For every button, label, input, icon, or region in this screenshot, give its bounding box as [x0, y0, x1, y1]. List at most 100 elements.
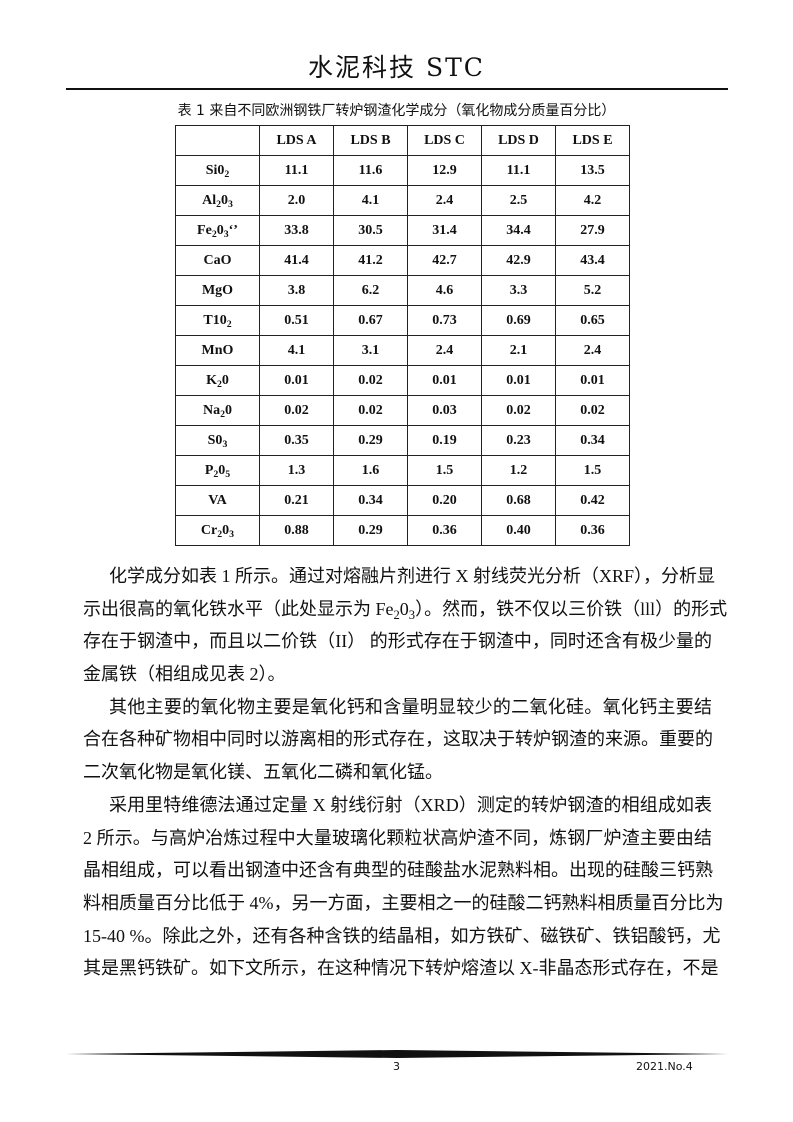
footer-rule: [66, 1050, 728, 1058]
text-segment: 采用里特维德法通过定量 X 射线衍射（XRD）测定的转炉钢渣的相组成如表: [109, 794, 712, 815]
column-header: LDS A: [259, 125, 334, 156]
corner-cell: [175, 125, 260, 156]
value-cell: 0.02: [333, 365, 408, 396]
value-cell: 0.23: [481, 425, 556, 456]
text-segment: Si0: [205, 162, 225, 178]
value-cell: 0.40: [481, 515, 556, 546]
value-cell: 2.4: [407, 335, 482, 366]
value-cell: 2.0: [259, 185, 334, 216]
value-cell: 0.01: [407, 365, 482, 396]
text-line: 金属铁（相组成见表 2）。: [83, 658, 712, 691]
text-segment: 0: [221, 372, 229, 388]
journal-title: 水泥科技 STC: [308, 53, 485, 82]
row-label: Al203: [175, 185, 260, 216]
table-row: Al203 2.0 4.1 2.4 2.5 4.2: [175, 185, 630, 216]
text-segment: 0: [218, 462, 226, 478]
text-line: 晶相组成，可以看出钢渣中还含有典型的硅酸盐水泥熟料相。出现的硅酸三钙熟: [83, 854, 713, 887]
text-line: 其是黑钙铁矿。如下文所示，在这种情况下转炉熔渣以 X-非晶态形式存在，不是: [83, 952, 719, 985]
value-cell: 0.34: [555, 425, 630, 456]
value-cell: 0.36: [407, 515, 482, 546]
value-cell: 31.4: [407, 215, 482, 246]
subscript: 2: [393, 607, 400, 622]
text-line: 15-40 %。除此之外，还有各种含铁的结晶相，如方铁矿、磁铁矿、铁铝酸钙，尤: [83, 920, 721, 953]
value-cell: 2.4: [407, 185, 482, 216]
text-segment: 合在各种矿物相中同时以游离相的形式存在，这取决于转炉钢渣的来源。重要的: [83, 729, 713, 750]
row-label: CaO: [175, 245, 260, 276]
value-cell: 2.4: [555, 335, 630, 366]
value-cell: 0.68: [481, 485, 556, 516]
table-row: MgO 3.8 6.2 4.6 3.3 5.2: [175, 275, 630, 306]
value-cell: 0.01: [555, 365, 630, 396]
body-text: 化学成分如表 1 所示。通过对熔融片剂进行 X 射线荧光分析（XRF），分析显示…: [83, 560, 727, 985]
value-cell: 1.2: [481, 455, 556, 486]
column-header: LDS C: [407, 125, 482, 156]
value-cell: 0.73: [407, 305, 482, 336]
text-segment: MnO: [201, 342, 234, 358]
text-segment: 料相质量百分比低于 4%，另一方面，主要相之一的硅酸二钙熟料相质量百分比为: [83, 892, 724, 913]
text-line: 存在于钢渣中，而且以二价铁（II） 的形式存在于钢渣中，同时还含有极少量的: [83, 625, 712, 658]
header-rule: [66, 88, 728, 90]
value-cell: 0.69: [481, 305, 556, 336]
table-row: Fe203‘’ 33.8 30.5 31.4 34.4 27.9: [175, 215, 630, 246]
text-segment: 化学成分如表 1 所示。通过对熔融片剂进行 X 射线荧光分析（XRF），分析显: [109, 566, 716, 586]
value-cell: 0.02: [555, 395, 630, 426]
table-row: S03 0.35 0.29 0.19 0.23 0.34: [175, 425, 630, 456]
issue-label: 2021.No.4: [636, 1060, 693, 1073]
value-cell: 0.02: [333, 395, 408, 426]
table-header-row: LDS A LDS B LDS C LDS D LDS E: [175, 125, 630, 156]
value-cell: 30.5: [333, 215, 408, 246]
subscript: 3: [408, 607, 416, 622]
paragraph: 采用里特维德法通过定量 X 射线衍射（XRD）测定的转炉钢渣的相组成如表 2 所示…: [83, 789, 724, 985]
subscript: 3: [228, 198, 233, 210]
text-line: 其他主要的氧化物主要是氧化钙和含量明显较少的二氧化硅。氧化钙主要结: [83, 691, 712, 724]
value-cell: 43.4: [555, 245, 630, 276]
subscript: 2: [213, 468, 219, 480]
value-cell: 2.5: [481, 185, 556, 216]
row-label: Si02: [175, 155, 260, 186]
value-cell: 0.01: [481, 365, 556, 396]
value-cell: 0.34: [333, 485, 408, 516]
text-segment: K: [206, 372, 217, 388]
text-segment: S0: [207, 432, 223, 448]
value-cell: 0.88: [259, 515, 334, 546]
value-cell: 1.5: [407, 455, 482, 486]
value-cell: 1.3: [259, 455, 334, 486]
value-cell: 33.8: [259, 215, 334, 246]
page-number: 3: [393, 1060, 400, 1073]
value-cell: 0.42: [555, 485, 630, 516]
text-segment: 其他主要的氧化物主要是氧化钙和含量明显较少的二氧化硅。氧化钙主要结: [109, 696, 712, 717]
value-cell: 0.29: [333, 425, 408, 456]
value-cell: 0.65: [555, 305, 630, 336]
value-cell: 0.21: [259, 485, 334, 516]
subscript: 2: [220, 408, 226, 420]
text-segment: 二次氧化物是氧化镁、五氧化二磷和氧化锰。: [83, 762, 443, 783]
value-cell: 41.4: [259, 245, 334, 276]
subscript: 2: [211, 228, 217, 240]
row-label: P205: [175, 455, 260, 486]
paragraph: 化学成分如表 1 所示。通过对熔融片剂进行 X 射线荧光分析（XRF），分析显示…: [83, 560, 727, 691]
text-segment: Na: [202, 402, 221, 418]
subscript: 3: [229, 528, 235, 540]
text-segment: Cr: [200, 522, 218, 538]
value-cell: 0.29: [333, 515, 408, 546]
column-header: LDS B: [333, 125, 408, 156]
table-caption: 表 1 来自不同欧洲钢铁厂转炉钢渣化学成分（氧化物成分质量百分比）: [177, 103, 616, 119]
row-label: VA: [175, 485, 260, 516]
table-row: Cr203 0.88 0.29 0.36 0.40 0.36: [175, 515, 630, 546]
subscript: 3: [222, 438, 228, 450]
text-segment: 0: [225, 402, 233, 418]
text-segment: 0: [399, 598, 409, 619]
value-cell: 4.2: [555, 185, 630, 216]
text-line: 采用里特维德法通过定量 X 射线衍射（XRD）测定的转炉钢渣的相组成如表: [83, 789, 712, 822]
value-cell: 13.5: [555, 155, 630, 186]
column-header: LDS E: [555, 125, 630, 156]
text-line: 合在各种矿物相中同时以游离相的形式存在，这取决于转炉钢渣的来源。重要的: [83, 723, 713, 756]
text-segment: ‘’: [228, 222, 238, 238]
value-cell: 11.1: [481, 155, 556, 186]
table-row: CaO 41.4 41.2 42.7 42.9 43.4: [175, 245, 630, 276]
row-label: Fe203‘’: [175, 215, 260, 246]
value-cell: 3.8: [259, 275, 334, 306]
text-line: 示出很高的氧化铁水平（此处显示为 Fe203）。然而，铁不仅以三价铁（lll）的…: [83, 593, 727, 626]
table-row: VA 0.21 0.34 0.20 0.68 0.42: [175, 485, 630, 516]
column-header: LDS D: [481, 125, 556, 156]
